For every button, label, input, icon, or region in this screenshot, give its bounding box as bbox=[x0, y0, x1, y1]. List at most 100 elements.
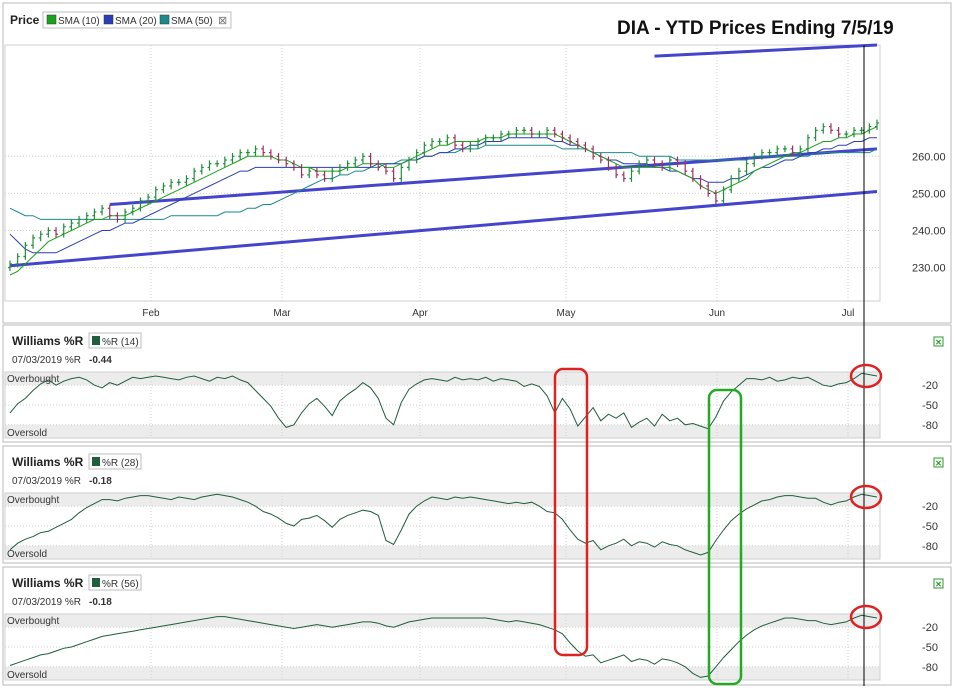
price-bar bbox=[506, 130, 511, 138]
price-bar bbox=[61, 223, 66, 238]
panel-close-glyph[interactable]: ✕ bbox=[935, 459, 942, 468]
legend-entry: SMA (50) bbox=[171, 16, 213, 27]
overbought-label: Overbought bbox=[7, 495, 59, 506]
indicator-title: Williams %R bbox=[12, 576, 84, 590]
price-bar bbox=[522, 126, 527, 134]
price-bar bbox=[545, 126, 550, 138]
price-gridlines bbox=[5, 45, 880, 301]
annotations bbox=[553, 45, 883, 686]
price-bar bbox=[153, 186, 158, 201]
price-bar bbox=[621, 171, 626, 182]
sma10-line bbox=[9, 126, 878, 276]
price-bar bbox=[268, 149, 273, 160]
price-bar bbox=[84, 212, 89, 223]
indicator-date-label: 07/03/2019 %R bbox=[12, 597, 81, 608]
month-label: Feb bbox=[142, 308, 160, 319]
price-bar bbox=[107, 204, 112, 220]
price-bar bbox=[782, 145, 787, 153]
price-bar bbox=[391, 167, 396, 182]
price-bar bbox=[583, 141, 588, 153]
month-label: Jun bbox=[709, 308, 725, 319]
price-y-ticks: 260.00 250.00 240.00 230.00 bbox=[912, 151, 946, 274]
price-bar bbox=[161, 182, 166, 194]
price-bar bbox=[77, 216, 82, 227]
price-bar bbox=[414, 149, 419, 164]
price-bar bbox=[15, 253, 20, 268]
price-bar bbox=[23, 242, 28, 260]
price-bar bbox=[775, 145, 780, 156]
indicator-last-value: -0.18 bbox=[89, 476, 112, 487]
price-bar bbox=[176, 178, 181, 186]
price-bar bbox=[445, 134, 450, 145]
indicator-y-tick-label: -50 bbox=[922, 642, 938, 654]
price-y-tick-label: 240.00 bbox=[912, 226, 946, 238]
indicator-legend-box bbox=[88, 574, 142, 591]
legend-swatch bbox=[103, 14, 114, 25]
price-bar bbox=[713, 190, 718, 205]
legend-close-icon[interactable]: ⊠ bbox=[218, 15, 227, 27]
panel-close-glyph[interactable]: ✕ bbox=[935, 338, 942, 347]
price-bar bbox=[875, 119, 879, 130]
price-bar bbox=[399, 164, 404, 182]
price-bar bbox=[851, 126, 856, 138]
indicator-legend-entry: %R (14) bbox=[102, 337, 139, 348]
price-bar bbox=[644, 156, 649, 168]
price-bar bbox=[790, 145, 795, 156]
price-bar bbox=[468, 141, 473, 153]
price-bar bbox=[253, 145, 258, 156]
price-bar bbox=[690, 167, 695, 182]
sma-legend-box bbox=[42, 11, 232, 29]
overbought-zone bbox=[5, 372, 880, 386]
oversold-zone bbox=[5, 666, 880, 680]
overbought-zone bbox=[5, 493, 880, 507]
price-bar bbox=[360, 152, 365, 164]
price-bar bbox=[284, 156, 289, 168]
price-bar bbox=[598, 152, 603, 164]
price-bar bbox=[376, 160, 381, 171]
price-bar bbox=[552, 126, 557, 138]
price-bar bbox=[614, 164, 619, 179]
oversold-label: Oversold bbox=[7, 549, 47, 560]
price-bar bbox=[606, 156, 611, 171]
williams-r-line bbox=[9, 614, 878, 678]
price-bar bbox=[69, 219, 74, 231]
price-bar bbox=[138, 197, 143, 212]
price-bar bbox=[798, 145, 803, 156]
green-highlight-box bbox=[707, 388, 743, 686]
month-label: Mar bbox=[273, 308, 291, 319]
price-bar bbox=[836, 126, 841, 138]
price-bar bbox=[476, 138, 481, 149]
price-bar bbox=[667, 156, 672, 171]
price-bar bbox=[307, 167, 312, 179]
indicator-legend-box bbox=[88, 453, 142, 470]
price-bar bbox=[429, 138, 434, 149]
price-bar bbox=[123, 208, 128, 223]
panel-close-glyph[interactable]: ✕ bbox=[935, 580, 942, 589]
panel-close-icon[interactable] bbox=[933, 336, 944, 347]
price-bar bbox=[330, 167, 335, 182]
price-bar bbox=[859, 126, 864, 134]
panel-close-icon[interactable] bbox=[933, 578, 944, 589]
price-bar bbox=[537, 130, 542, 138]
trendline bbox=[654, 43, 878, 58]
price-bar bbox=[345, 160, 350, 171]
price-bar bbox=[637, 160, 642, 175]
price-bar bbox=[729, 175, 734, 194]
indicator-legend-swatch bbox=[92, 578, 100, 587]
price-bar bbox=[568, 134, 573, 145]
price-bar bbox=[652, 156, 657, 168]
price-bar bbox=[192, 167, 197, 182]
panel-close-icon[interactable] bbox=[933, 457, 944, 468]
price-bar bbox=[115, 212, 120, 223]
price-bar bbox=[169, 178, 174, 190]
price-bar bbox=[238, 149, 243, 160]
price-bar bbox=[629, 167, 634, 182]
williams-r-14-panel: -20 -50 -80 Williams %R %R (14) 07/03/2019 %R… bbox=[4, 332, 944, 439]
price-bar bbox=[215, 160, 220, 168]
price-bar bbox=[368, 152, 373, 168]
price-bars bbox=[8, 119, 879, 271]
indicator-y-tick-label: -80 bbox=[922, 541, 938, 553]
price-bar bbox=[675, 156, 680, 168]
price-bar bbox=[591, 145, 596, 160]
price-bar bbox=[844, 130, 849, 138]
